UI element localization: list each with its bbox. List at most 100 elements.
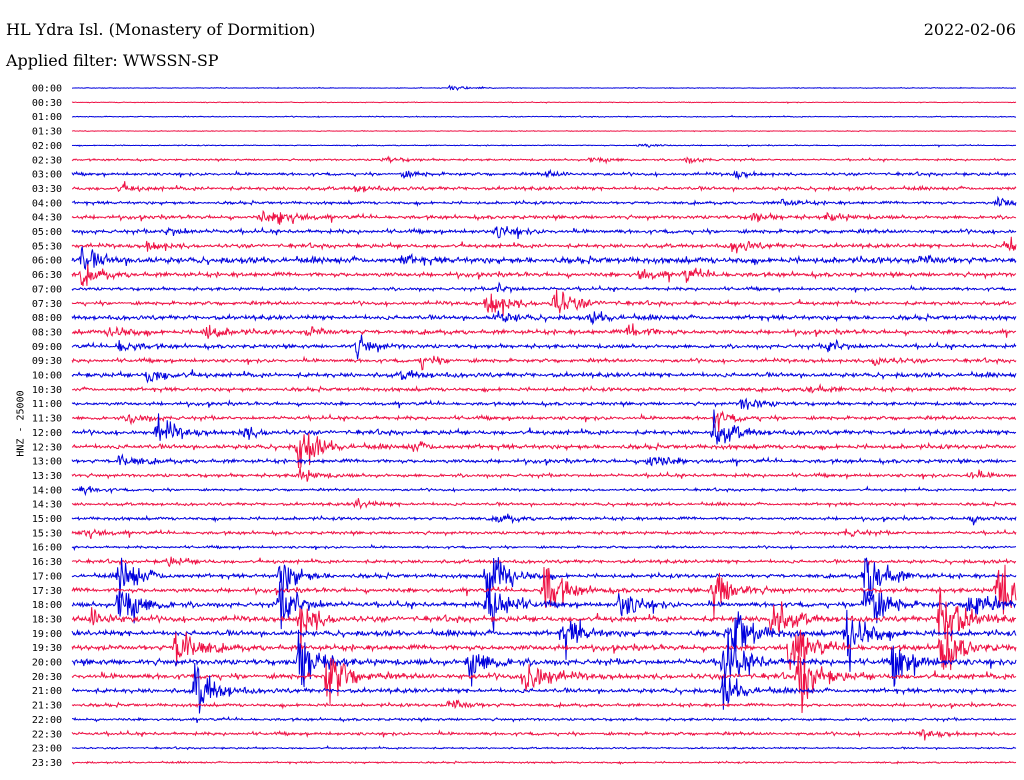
trace-line-0330 [71,181,1017,193]
time-tick-label: 19:00 [32,629,62,640]
time-tick-label: 21:00 [32,686,62,697]
trace-line-0300 [71,168,1017,181]
time-tick-label: 02:00 [32,141,62,152]
time-tick-label: 12:00 [32,428,62,439]
time-tick-label: 22:00 [32,715,62,726]
trace-line-1500 [71,513,1017,526]
time-tick-label: 23:00 [32,744,62,755]
time-tick-label: 15:00 [32,514,62,525]
time-tick-label: 05:30 [32,241,62,252]
trace-line-2100 [71,663,1017,714]
trace-line-0800 [71,310,1017,326]
time-tick-label: 03:30 [32,184,62,195]
time-tick-label: 20:00 [32,658,62,669]
trace-line-0600 [71,246,1017,271]
trace-line-0030 [71,101,1017,104]
trace-line-1630 [71,556,1017,568]
trace-line-2000 [71,627,1017,688]
trace-line-1400 [71,485,1017,497]
time-tick-label: 00:30 [32,98,62,109]
time-tick-label: 06:00 [32,256,62,267]
trace-line-0700 [71,281,1017,294]
time-tick-label: 18:00 [32,600,62,611]
time-tick-label: 20:30 [32,672,62,683]
time-tick-label: 22:30 [32,729,62,740]
trace-line-0000 [71,84,1017,91]
time-tick-label: 08:30 [32,327,62,338]
trace-line-0530 [71,236,1017,254]
time-tick-label: 07:00 [32,284,62,295]
trace-line-0200 [71,143,1017,148]
trace-line-0930 [71,355,1017,371]
trace-line-1030 [71,383,1017,394]
trace-line-1330 [71,466,1017,482]
time-tick-label: 00:00 [32,84,62,95]
trace-line-2330 [71,760,1017,765]
time-tick-label: 11:30 [32,414,62,425]
trace-line-1200 [71,409,1017,445]
trace-line-2200 [71,715,1017,724]
date-label: 2022-02-06 [923,20,1016,39]
trace-line-1900 [71,609,1017,672]
time-tick-label: 08:00 [32,313,62,324]
trace-line-1800 [71,581,1017,632]
filter-label: Applied filter: WWSSN-SP [6,51,219,70]
time-tick-label: 10:30 [32,385,62,396]
time-tick-label: 11:00 [32,399,62,410]
time-tick-label: 01:00 [32,112,62,123]
time-tick-label: 23:30 [32,758,62,769]
trace-line-1000 [71,369,1017,384]
time-tick-label: 04:30 [32,213,62,224]
time-tick-label: 04:00 [32,198,62,209]
time-tick-label: 09:30 [32,356,62,367]
trace-line-0900 [71,334,1017,360]
time-tick-label: 12:30 [32,442,62,453]
time-tick-label: 17:00 [32,571,62,582]
time-tick-label: 03:00 [32,170,62,181]
trace-line-2230 [71,729,1017,741]
trace-line-0630 [71,264,1017,287]
trace-line-1300 [71,453,1017,467]
time-tick-label: 01:30 [32,127,62,138]
trace-line-0100 [71,114,1017,119]
time-tick-label: 16:00 [32,543,62,554]
station-title: HL Ydra Isl. (Monastery of Dormition) [6,20,316,39]
trace-line-0830 [71,323,1017,339]
trace-line-1730 [71,564,1017,617]
trace-line-0430 [71,209,1017,225]
trace-line-2130 [71,699,1017,710]
time-tick-label: 13:30 [32,471,62,482]
trace-line-0500 [71,226,1017,239]
time-tick-label: 18:30 [32,614,62,625]
time-tick-label: 09:00 [32,342,62,353]
trace-line-1230 [71,433,1017,468]
trace-line-0730 [71,289,1017,317]
time-tick-label: 13:00 [32,457,62,468]
time-tick-label: 14:30 [32,500,62,511]
time-tick-label: 07:30 [32,299,62,310]
time-tick-label: 19:30 [32,643,62,654]
trace-line-0400 [71,195,1017,207]
time-tick-label: 17:30 [32,586,62,597]
trace-line-1430 [71,498,1017,510]
trace-line-2300 [71,744,1017,751]
trace-line-1100 [71,397,1017,410]
trace-line-1130 [72,410,1017,432]
trace-line-1600 [71,543,1017,552]
time-tick-label: 06:30 [32,270,62,281]
time-tick-label: 21:30 [32,701,62,712]
trace-line-0230 [71,155,1017,165]
trace-line-0130 [71,129,1017,133]
trace-line-2030 [71,655,1017,713]
trace-line-1930 [71,624,1017,683]
time-tick-label: 02:30 [32,155,62,166]
time-tick-label: 05:00 [32,227,62,238]
trace-line-1530 [71,528,1017,540]
trace-line-1830 [71,590,1017,654]
time-tick-label: 16:30 [32,557,62,568]
time-tick-label: 15:30 [32,528,62,539]
time-tick-label: 10:00 [32,371,62,382]
time-tick-label: 14:00 [32,485,62,496]
